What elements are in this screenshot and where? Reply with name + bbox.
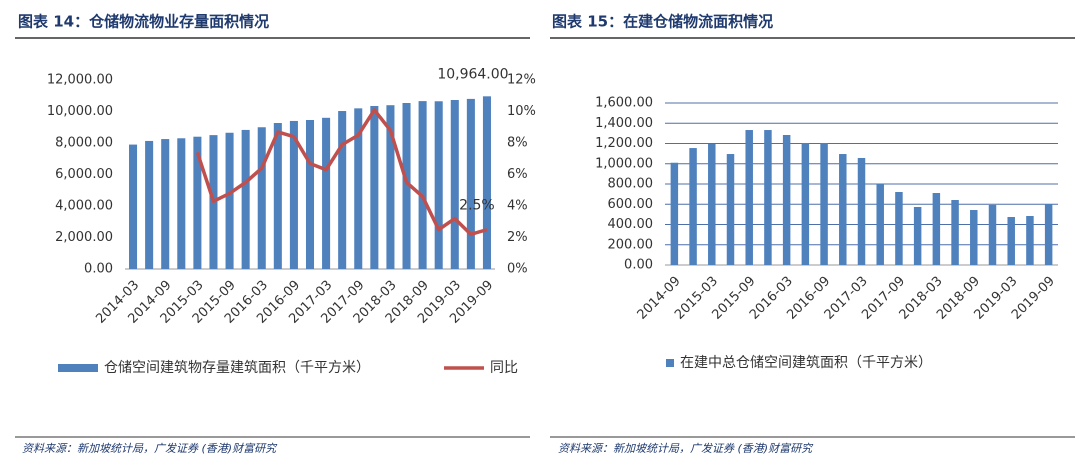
bar (689, 148, 697, 265)
bar (857, 157, 866, 265)
y2-tick-label: 8% (507, 136, 528, 151)
bar (386, 105, 395, 269)
y2-tick-label: 6% (507, 167, 528, 182)
bar (764, 130, 772, 265)
bar (745, 130, 753, 265)
bar (895, 191, 903, 265)
y-tick-label: 400.00 (608, 217, 654, 232)
y-tick-label: 200.00 (608, 237, 654, 252)
bar (932, 193, 941, 265)
legend-swatch (58, 364, 98, 372)
bar (241, 129, 250, 269)
legend-label: 在建中总仓储空间建筑面积（千平方米） (680, 355, 932, 371)
bar (670, 162, 679, 265)
bar (418, 101, 427, 269)
bar (322, 117, 331, 269)
y-tick-label: 12,000.00 (47, 73, 113, 88)
source: 资料来源：新加坡统计局，广发证券 (香港)财富研究 (558, 442, 814, 455)
y-tick-label: 1,400.00 (595, 116, 653, 131)
y-tick-label: 800.00 (608, 177, 654, 192)
bar (354, 108, 363, 269)
y-tick-label: 8,000.00 (55, 136, 113, 151)
chart-title: 图表 15：在建仓储物流面积情况 (552, 13, 773, 31)
bar (801, 142, 810, 265)
bar (1007, 217, 1015, 265)
y-tick-label: 1,200.00 (595, 136, 653, 151)
y-tick-label: 0.00 (84, 262, 113, 277)
y-tick-label: 10,000.00 (47, 104, 113, 119)
bar (876, 184, 884, 265)
legend-label: 同比 (490, 360, 518, 376)
y2-tick-label: 0% (507, 262, 528, 277)
bar (177, 138, 186, 269)
bar (145, 140, 154, 269)
bar (466, 98, 475, 270)
y2-tick-label: 12% (507, 73, 536, 88)
bar (1026, 215, 1034, 265)
bar (289, 120, 298, 269)
bar (257, 127, 266, 269)
legend-swatch (666, 359, 674, 367)
chart-title: 图表 14：仓储物流物业存量面积情况 (18, 13, 269, 31)
bar (913, 206, 922, 265)
bar (305, 120, 315, 269)
bar (820, 142, 828, 265)
bar (726, 154, 735, 265)
y-tick-label: 0.00 (624, 258, 653, 273)
bar (193, 136, 202, 269)
data-label: 2.5% (459, 198, 495, 214)
bar (708, 144, 716, 265)
bar (402, 102, 411, 270)
bar (839, 154, 847, 265)
bar (225, 132, 234, 269)
bar (482, 96, 491, 269)
bar (129, 144, 138, 269)
y-tick-label: 1,600.00 (595, 96, 653, 111)
y-tick-label: 1,000.00 (595, 156, 653, 171)
bar (988, 204, 997, 265)
legend-label: 仓储空间建筑物存量建筑面积（千平方米） (104, 360, 370, 376)
bar (1044, 204, 1053, 265)
y-tick-label: 600.00 (608, 197, 654, 212)
bar (450, 100, 459, 269)
data-label: 10,964.00 (437, 66, 508, 82)
y-tick-label: 4,000.00 (55, 199, 113, 214)
bar (434, 101, 443, 269)
y2-tick-label: 10% (507, 104, 536, 119)
bar (970, 210, 978, 265)
bar (951, 199, 959, 265)
y-tick-label: 2,000.00 (55, 230, 113, 245)
line (195, 108, 488, 237)
bar (782, 134, 791, 265)
y2-tick-label: 2% (507, 230, 528, 245)
y-tick-label: 6,000.00 (55, 167, 113, 182)
bar (161, 139, 170, 269)
bar (273, 122, 282, 269)
y2-tick-label: 4% (507, 199, 528, 214)
bar (370, 105, 379, 269)
source: 资料来源：新加坡统计局，广发证券 (香港)财富研究 (22, 442, 278, 455)
bar (338, 111, 347, 269)
